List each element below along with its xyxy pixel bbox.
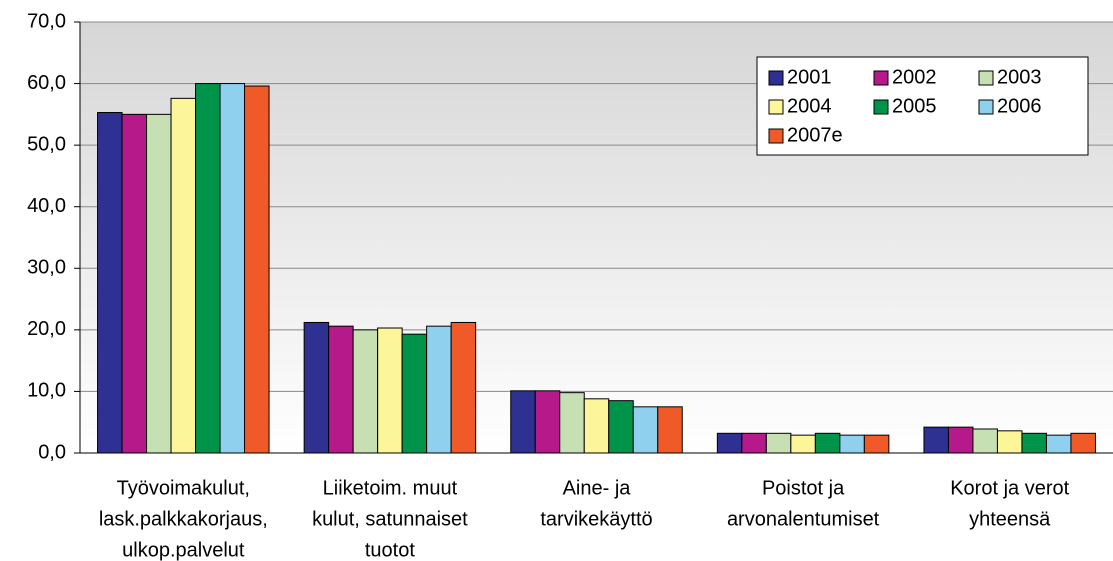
bar [814,432,841,454]
bar [583,398,610,454]
x-tick-label: Liiketoim. muut [323,477,458,499]
bar [244,85,270,454]
y-tick-label: 70,0 [27,10,66,32]
bar [741,432,767,454]
bar [170,97,197,454]
y-tick-label: 20,0 [27,318,66,340]
legend-swatch [873,99,889,115]
bar [716,432,743,454]
x-tick-label: Työvoimakulut, [117,477,250,499]
legend-label: 2004 [787,95,832,117]
y-tick-label: 50,0 [27,133,66,155]
bar [426,325,452,454]
y-tick-label: 60,0 [27,72,66,94]
bar [790,434,816,454]
legend-label: 2007e [787,124,843,146]
legend-swatch [873,70,889,86]
bar [559,392,585,454]
legend-box [756,56,1089,156]
bar [534,390,561,454]
y-tick-label: 30,0 [27,257,66,279]
bar [146,113,172,454]
bar [1021,432,1047,454]
legend-label: 2003 [997,66,1042,88]
legend-label: 2002 [892,66,937,88]
bar [377,327,403,454]
x-tick-label: yhteensä [969,508,1051,530]
legend-swatch [978,99,994,115]
bar [450,321,477,454]
legend-swatch [768,128,784,144]
bar [996,430,1023,454]
x-tick-label: tuotot [365,539,415,561]
legend-swatch [978,70,994,86]
x-tick-label: lask.palkkakorjaus, [99,508,268,530]
y-tick-label: 40,0 [27,195,66,217]
bar [1045,434,1072,454]
x-tick-label: Poistot ja [762,477,845,499]
bar [839,434,865,454]
bar [303,321,330,454]
bar [923,426,949,454]
bar [765,432,792,454]
bar [328,325,354,454]
bar [632,406,659,454]
bar [352,329,379,454]
bar [1070,432,1096,454]
bar [97,112,123,454]
x-tick-label: kulut, satunnaiset [312,508,468,530]
legend-swatch [768,70,784,86]
bar [195,83,221,454]
x-tick-label: ulkop.palvelut [122,539,245,561]
legend-swatch [768,99,784,115]
bar [401,333,428,454]
bar [608,400,634,454]
x-tick-label: tarvikekäyttö [540,508,652,530]
bar [121,113,148,454]
legend-label: 2001 [787,66,832,88]
bar [947,426,974,454]
bar [510,390,536,454]
x-tick-label: arvonalentumiset [727,508,880,530]
legend-label: 2005 [892,95,937,117]
y-tick-label: 0,0 [38,441,66,463]
bar [863,434,890,454]
x-tick-label: Korot ja verot [950,477,1069,499]
bar [972,428,998,454]
bar [219,83,246,454]
x-tick-label: Aine- ja [563,477,632,499]
bar [657,406,683,454]
y-tick-label: 10,0 [27,380,66,402]
legend-label: 2006 [997,95,1042,117]
